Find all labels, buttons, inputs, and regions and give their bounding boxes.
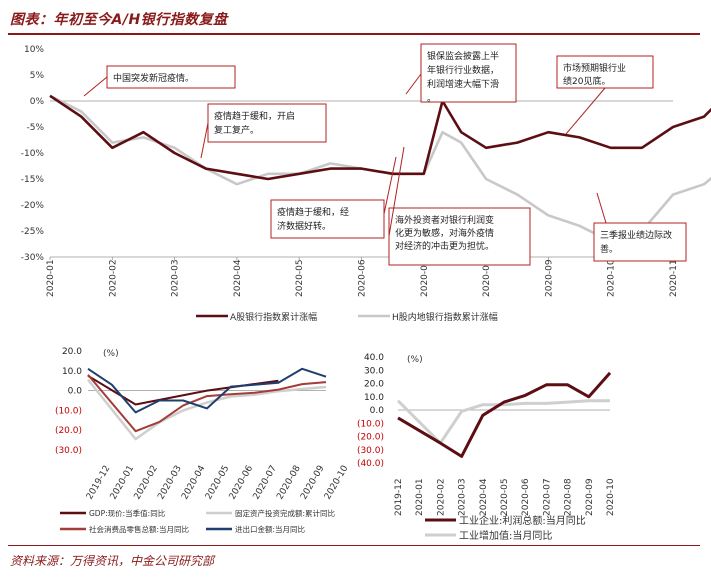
annotation-expect-text: 绩20见底。 — [563, 75, 610, 87]
annotation-cbirc-connector — [405, 73, 422, 95]
y-tick-label: (30.0) — [55, 446, 82, 456]
annotation-resume-box — [207, 103, 327, 143]
industrial-series-line — [397, 371, 612, 458]
annotation-resume-connector — [200, 122, 209, 159]
unit-label: (%) — [407, 355, 423, 365]
x-tick-label: 2020-10 — [606, 478, 616, 516]
annotation-cbirc-text: 银保监会披露上半 — [427, 50, 499, 62]
y-tick-label: (10.0) — [357, 419, 384, 429]
annotation-resume-text: 复工复产。 — [214, 124, 259, 136]
x-tick-label: 2020-02 — [436, 478, 446, 516]
x-tick-label: 2020-08 — [482, 259, 492, 297]
x-tick-label: 2020-10 — [607, 259, 617, 297]
annotation-resume-text: 疫情趋于缓和，开启 — [214, 110, 295, 122]
x-tick-label: 2020-02 — [108, 259, 118, 297]
x-tick-label: 2020-05 — [500, 478, 510, 516]
y-tick-label: 0.0 — [370, 406, 385, 416]
annotation-cbirc-text: 利润增速大幅下滑 — [427, 78, 499, 90]
y-tick-label: (30.0) — [357, 446, 384, 456]
y-tick-label: -10% — [21, 149, 45, 159]
y-tick-label: (40.0) — [357, 459, 384, 469]
x-tick-label: 2020-11 — [669, 259, 679, 297]
source-note: 资料来源：万得资讯，中金公司研究部 — [10, 554, 215, 568]
y-tick-label: -15% — [21, 175, 45, 185]
page-title: 图表：年初至今A/H银行指数复盘 — [10, 12, 228, 28]
annotation-q3-text: 善。 — [600, 243, 618, 255]
footer-divider — [8, 545, 700, 546]
annotation-expect-connector — [565, 87, 606, 135]
annotation-overseas-text: 对经济的冲击更为担忧。 — [395, 240, 494, 252]
annotation-cbirc-text: 。 — [427, 94, 436, 104]
industrial-series-line — [396, 399, 610, 445]
y-tick-label: (20.0) — [55, 426, 82, 436]
legend-label: GDP:现价:当季值:同比 — [89, 508, 166, 518]
y-tick-label: 10% — [24, 45, 44, 55]
x-tick-label: 2020-10 — [323, 464, 351, 502]
annotation-recovery-text: 济数据好转。 — [277, 220, 331, 232]
annotation-covid-connector — [83, 76, 108, 97]
macro-series-line — [87, 367, 327, 414]
annotation-recovery-connector — [383, 156, 397, 215]
annotation-q3-box — [593, 222, 687, 262]
legend-label: 工业企业:利润总额:当月同比 — [459, 514, 586, 527]
legend-label-a-share: A股银行指数累计涨幅 — [230, 311, 317, 323]
macro-series-line — [87, 378, 327, 441]
y-tick-label: 10.0 — [62, 367, 82, 377]
title-divider — [8, 33, 700, 35]
annotation-expect-text: 市场预期银行业 — [563, 62, 626, 74]
y-tick-label: 40.0 — [364, 353, 384, 363]
series-line-a-share — [49, 94, 711, 181]
annotation-cbirc-text: 年银行行业数据， — [427, 64, 499, 76]
annotation-overseas-box — [388, 207, 531, 266]
y-tick-label: -20% — [21, 201, 45, 211]
annotation-overseas-text: 化更为敏感，对海外疫情 — [395, 227, 494, 239]
legend-label: 固定资产投资完成额:累计同比 — [235, 508, 336, 518]
y-tick-label: 20.0 — [62, 347, 82, 357]
y-tick-label: (10.0) — [55, 406, 82, 416]
legend-label: 社会消费品零售总额:当月同比 — [89, 524, 190, 534]
annotation-cbirc-box — [420, 43, 517, 103]
x-tick-label: 2020-03 — [458, 478, 468, 516]
y-tick-label: (20.0) — [357, 433, 384, 443]
y-tick-label: 30.0 — [364, 366, 384, 376]
legend-label: 进出口金额:当月同比 — [235, 524, 306, 534]
x-tick-label: 2020-01 — [415, 478, 425, 516]
y-tick-label: 10.0 — [364, 393, 384, 403]
x-tick-label: 2020-08 — [564, 478, 574, 516]
macro-series-line — [87, 374, 327, 433]
y-tick-label: 5% — [30, 71, 45, 81]
x-tick-label: 2020-04 — [233, 259, 243, 297]
annotation-q3-connector — [596, 192, 607, 224]
legend-label: 工业增加值:当月同比 — [459, 529, 552, 542]
annotation-overseas-connector — [388, 146, 405, 237]
x-tick-label: 2020-09 — [585, 478, 595, 516]
annotation-recovery-box — [270, 199, 385, 239]
x-tick-label: 2020-06 — [521, 478, 531, 516]
x-tick-label: 2020-06 — [358, 259, 368, 297]
x-tick-label: 2019-12 — [394, 478, 404, 516]
x-tick-label: 2020-09 — [544, 259, 554, 297]
x-tick-label: 2020-01 — [46, 259, 56, 297]
y-tick-label: -30% — [21, 253, 45, 263]
annotation-covid-text: 中国突发新冠疫情。 — [113, 72, 194, 84]
y-tick-label: -25% — [21, 227, 45, 237]
annotation-recovery-text: 疫情趋于缓和，经 — [277, 206, 349, 218]
x-tick-label: 2020-07 — [542, 478, 552, 516]
y-tick-label: 20.0 — [364, 380, 384, 390]
x-tick-label: 2020-04 — [479, 478, 489, 516]
annotation-overseas-text: 海外投资者对银行利润变 — [395, 214, 494, 226]
x-tick-label: 2020-05 — [295, 259, 305, 297]
x-tick-label: 2020-03 — [171, 259, 181, 297]
y-tick-label: 0.0 — [68, 387, 83, 397]
annotation-q3-text: 三季报业绩边际改 — [600, 229, 672, 241]
x-tick-label: 2020-07 — [420, 259, 430, 297]
unit-label: (%) — [103, 349, 119, 359]
y-tick-label: -5% — [26, 123, 44, 133]
y-tick-label: 0% — [30, 97, 45, 107]
legend-label-h-share: H股内地银行指数累计涨幅 — [392, 311, 498, 323]
